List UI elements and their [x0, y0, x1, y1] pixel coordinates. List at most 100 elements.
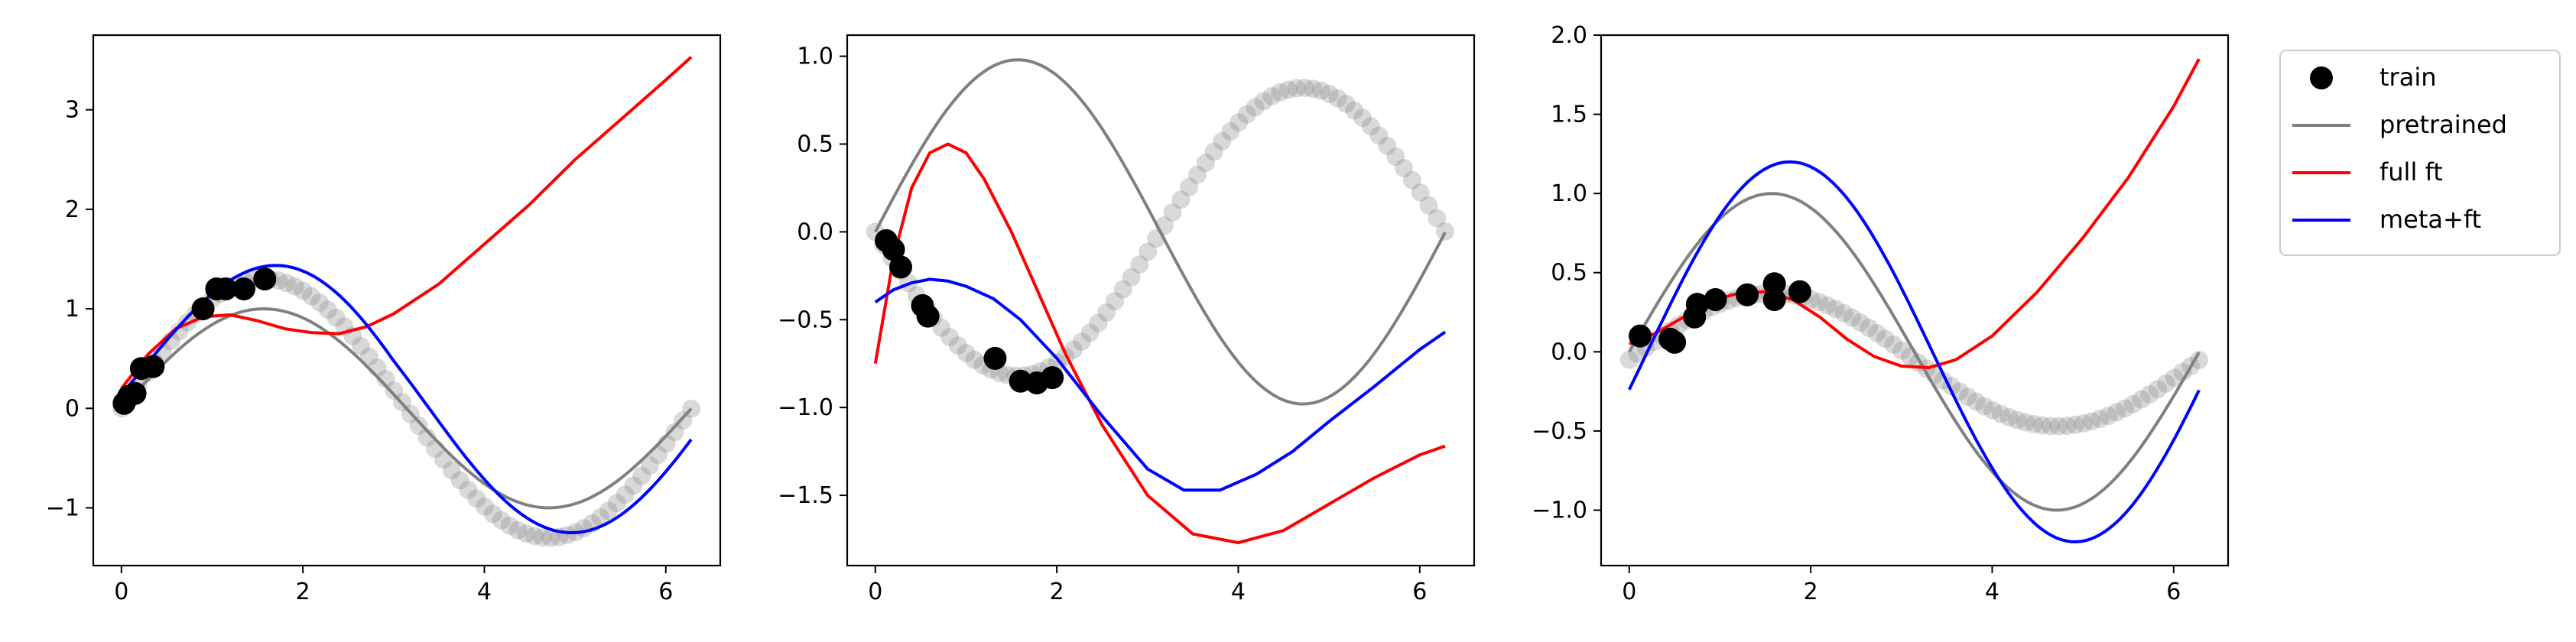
x-tick-label: 2: [296, 579, 310, 605]
series-line-full-ft: [873, 142, 1446, 545]
test-point: [1246, 98, 1265, 117]
test-point: [591, 508, 610, 527]
series-line-pretrained: [120, 307, 693, 510]
test-point: [2074, 413, 2093, 433]
train-point: [1762, 272, 1786, 296]
test-point: [957, 344, 976, 363]
test-point: [2058, 417, 2077, 436]
subplot-3: 0 2 4 6 −1.0 −0.5 0.0 0.5 1.0 1.5 2.0: [1532, 22, 2230, 605]
y-tick-label: 1: [65, 296, 80, 323]
test-point: [2008, 410, 2027, 430]
test-point: [2123, 394, 2142, 413]
test-point: [2140, 385, 2159, 404]
test-point: [2149, 380, 2168, 399]
test-point: [483, 504, 502, 524]
y-tick-label: 0: [65, 395, 80, 422]
legend-box: [2279, 50, 2561, 256]
test-point: [1097, 303, 1116, 322]
test-point: [2156, 374, 2175, 393]
train-points: [875, 229, 1064, 395]
test-point: [1843, 308, 1862, 327]
test-point: [277, 274, 296, 293]
train-point: [253, 268, 277, 291]
test-point: [1395, 159, 1414, 178]
legend-label: train: [2379, 63, 2436, 92]
test-point: [1328, 89, 1347, 108]
test-point: [1196, 154, 1215, 173]
test-point: [1402, 170, 1421, 190]
test-point: [459, 480, 478, 499]
test-point: [1999, 407, 2019, 426]
test-point: [1378, 136, 1397, 155]
test-point: [1834, 303, 1853, 323]
test-point: [2041, 417, 2060, 436]
test-point: [285, 277, 304, 296]
y-tick-label: −1.5: [778, 482, 833, 509]
test-point: [1361, 117, 1380, 136]
test-point: [1080, 323, 1100, 342]
test-point: [1436, 222, 1455, 241]
train-point: [123, 381, 147, 405]
train-point: [214, 277, 238, 301]
y-tick-label: 0.5: [1551, 260, 1587, 287]
train-point: [1736, 283, 1759, 306]
test-point: [533, 528, 552, 547]
test-point: [1171, 190, 1191, 209]
test-point: [1958, 387, 1977, 407]
subplot-1: 0 2 4 6 −1 0 1 2 3: [46, 34, 722, 605]
test-point: [1826, 300, 1845, 319]
test-point: [508, 520, 528, 540]
test-point: [500, 516, 519, 535]
train-point: [1041, 366, 1064, 390]
test-point: [1419, 196, 1438, 215]
test-point: [2049, 417, 2068, 436]
train-point: [1788, 280, 1811, 303]
test-point: [940, 328, 959, 347]
test-point: [1072, 332, 1091, 351]
test-point: [1320, 84, 1339, 103]
axes-frame: [1600, 34, 2230, 567]
subplots: 0 2 4 6 −1 0 1 2 3 0 2 4 6 −1.5 −1.0 −0.5 0.0 0.5 1.0 0 2 4 6 −…: [46, 22, 2230, 605]
legend-marker: [2310, 66, 2333, 89]
test-point: [525, 527, 544, 546]
test-point: [1867, 323, 1886, 342]
y-tick-label: −1.0: [778, 394, 833, 421]
legend-item-pretrained: pretrained: [2292, 110, 2507, 139]
test-point: [1975, 397, 1994, 416]
test-point: [2016, 413, 2035, 432]
test-point: [1287, 79, 1306, 98]
test-point: [1230, 113, 1249, 132]
x-tick-label: 0: [1622, 579, 1636, 605]
y-tick-label: 3: [65, 97, 80, 124]
test-point: [1967, 392, 1986, 411]
test-point: [599, 501, 619, 520]
test-point: [359, 347, 378, 366]
test-point: [558, 526, 577, 545]
test-point: [2082, 412, 2101, 431]
test-point: [1312, 81, 1331, 100]
series-line-pretrained: [874, 58, 1447, 406]
test-point: [948, 336, 967, 355]
x-tick-label: 0: [114, 579, 128, 605]
test-point: [965, 350, 984, 369]
x-tick-label: 6: [1412, 579, 1427, 605]
y-tick-label: −0.5: [1532, 418, 1587, 445]
test-point: [1188, 165, 1207, 184]
test-point: [426, 439, 445, 459]
x-tick-label: 4: [1985, 579, 1999, 605]
test-point: [1345, 101, 1364, 120]
test-point: [2066, 415, 2085, 434]
test-point: [2173, 362, 2192, 381]
x-tick-label: 2: [1050, 579, 1064, 605]
test-point: [434, 450, 453, 469]
test-point: [1262, 86, 1282, 105]
test-point: [1876, 329, 1895, 349]
test-point: [352, 336, 371, 355]
train-point: [983, 346, 1007, 370]
test-point: [1180, 177, 1199, 196]
test-point: [1113, 280, 1132, 299]
y-tick-label: 0.0: [1551, 339, 1587, 365]
test-point: [632, 466, 651, 485]
test-point: [2107, 403, 2126, 422]
